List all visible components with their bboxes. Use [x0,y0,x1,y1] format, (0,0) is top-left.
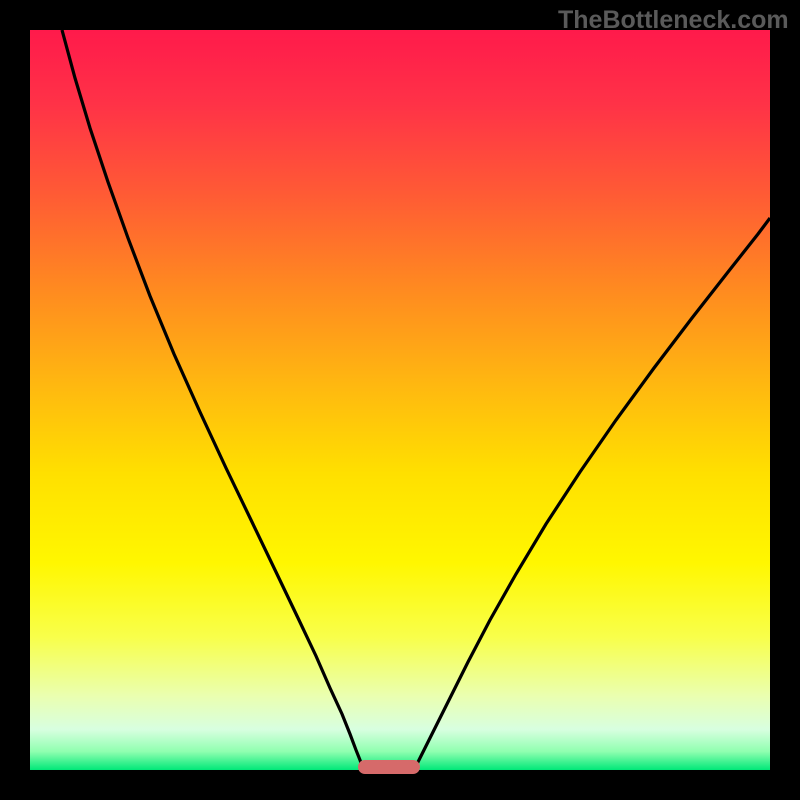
right-curve [416,218,770,766]
bottleneck-marker [358,760,420,774]
curve-layer [0,0,800,800]
watermark-text: TheBottleneck.com [558,6,789,35]
left-curve [62,30,362,766]
chart-container: TheBottleneck.com [0,0,800,800]
